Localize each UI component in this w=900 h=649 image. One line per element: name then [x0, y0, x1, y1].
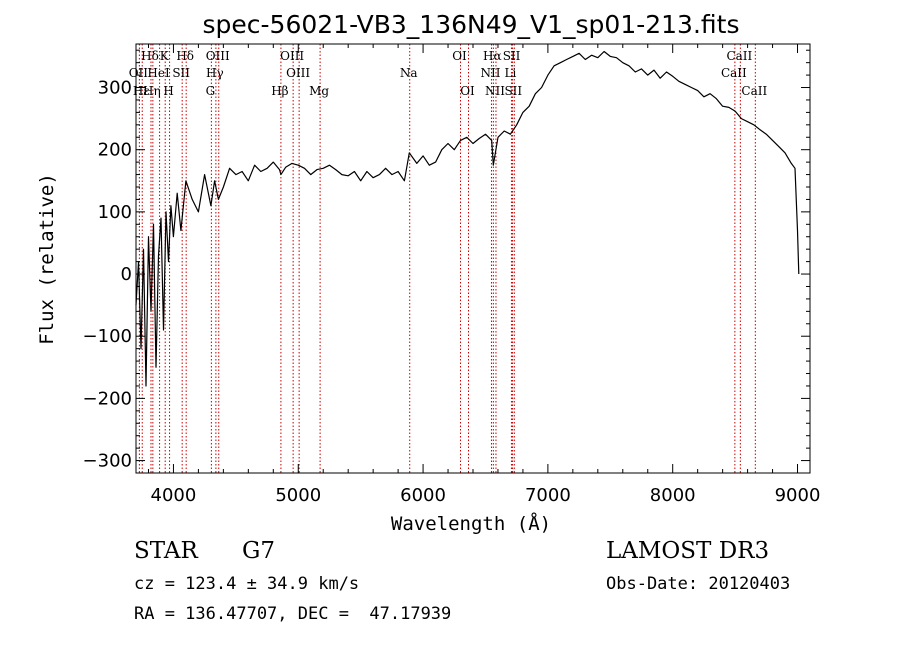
spectral-line-markers	[138, 44, 756, 473]
line-label-8: Hδ	[176, 49, 194, 63]
x-tick-label-6000: 6000	[400, 485, 446, 506]
line-label-21: NII	[485, 84, 505, 98]
x-tick-label-5000: 5000	[275, 485, 321, 506]
object-class: STAR	[134, 538, 198, 564]
x-tick-label-7000: 7000	[525, 485, 571, 506]
line-label-17: OI	[452, 49, 467, 63]
x-tick-label-4000: 4000	[151, 485, 197, 506]
coordinates: RA = 136.47707, DEC = 47.17939	[134, 604, 452, 624]
y-tick-label-300: 300	[98, 78, 132, 99]
chart-title: spec-56021-VB3_136N49_V1_sp01-213.fits	[203, 10, 740, 39]
y-tick-label--100: −100	[83, 326, 132, 347]
y-tick-label--200: −200	[83, 388, 132, 409]
plot-frame	[135, 43, 811, 474]
line-label-4: HeI	[147, 66, 170, 80]
line-label-5: Hη	[143, 84, 161, 98]
y-tick-label-100: 100	[98, 202, 132, 223]
line-label-19: Hα	[483, 49, 502, 63]
line-label-6: SII	[172, 66, 190, 80]
obs-date: Obs-Date: 20120403	[606, 574, 791, 594]
y-axis-label: Flux (relative)	[36, 173, 58, 345]
line-label-20: NII	[480, 66, 500, 80]
x-tick-label-9000: 9000	[775, 485, 821, 506]
x-axis-ticks: 4000 5000 6000 7000 8000 9000	[147, 44, 821, 506]
y-axis-ticks: −300 −200 −100 0 100 200 300	[83, 49, 810, 474]
line-label-25: CaII	[726, 49, 752, 63]
line-label-27: CaII	[741, 84, 767, 98]
spectrum-line	[135, 50, 800, 387]
y-tick-label--300: −300	[83, 451, 132, 472]
line-label-18: OI	[460, 84, 475, 98]
x-tick-label-8000: 8000	[650, 485, 696, 506]
object-subclass: G7	[242, 538, 276, 564]
line-label-16: Na	[400, 66, 418, 80]
x-axis-label: Wavelength (Å)	[391, 512, 551, 535]
y-tick-label-0: 0	[121, 264, 132, 285]
line-label-12: OIII	[280, 49, 304, 63]
line-label-7: H	[163, 84, 173, 98]
line-label-13: OIII	[286, 66, 310, 80]
line-label-14: Hβ	[271, 84, 288, 98]
line-label-24: SII	[504, 84, 522, 98]
line-label-0: Hδ	[141, 49, 159, 63]
y-tick-label-200: 200	[98, 140, 132, 161]
redshift-readout: cz = 123.4 ± 34.9 km/s	[134, 574, 360, 594]
line-label-3: K	[160, 49, 170, 63]
line-label-9: OIII	[206, 49, 230, 63]
line-label-26: CaII	[721, 66, 747, 80]
line-label-23: Li	[505, 66, 517, 80]
survey-name: LAMOST DR3	[606, 538, 770, 564]
line-label-15: Mg	[309, 84, 329, 98]
line-label-10: Hγ	[206, 66, 224, 80]
line-label-22: SII	[503, 49, 521, 63]
line-label-11: G	[206, 84, 216, 98]
line-label-1: OII	[129, 66, 149, 80]
